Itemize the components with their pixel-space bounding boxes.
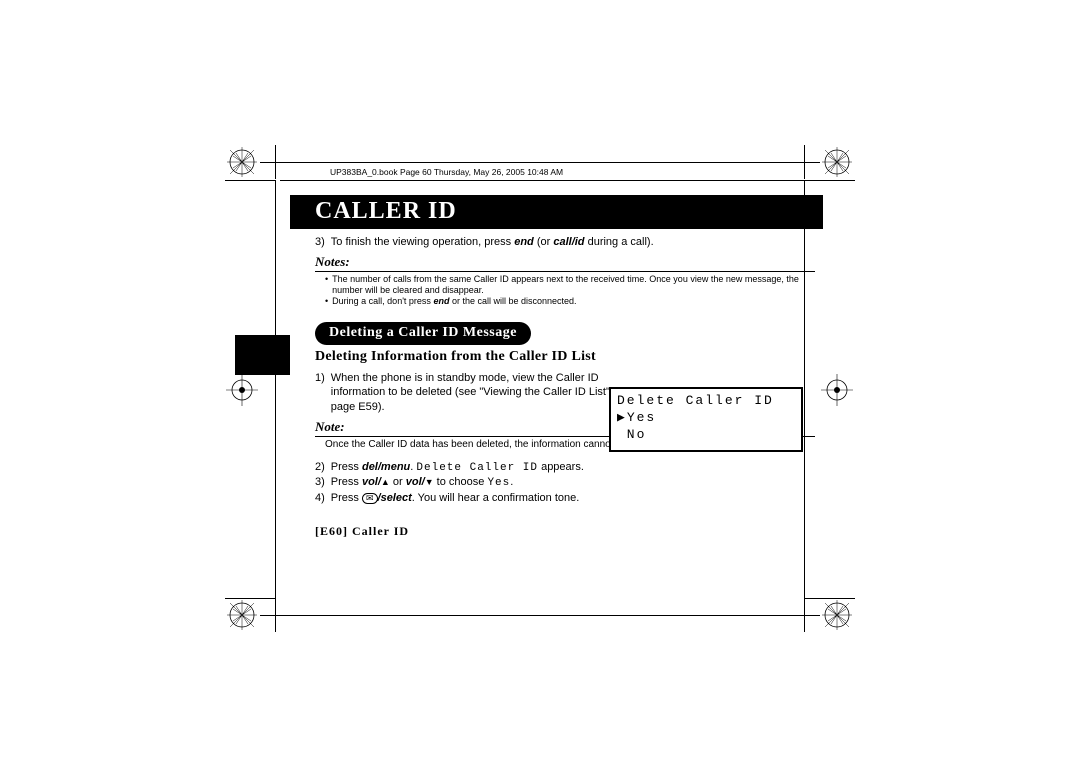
step-text: Press ✉/select. You will hear a confirma… <box>331 491 580 506</box>
crop-line <box>804 145 805 179</box>
note-text: The number of calls from the same Caller… <box>332 274 810 297</box>
step-number: 3) <box>315 475 325 491</box>
header-meta: UP383BA_0.book Page 60 Thursday, May 26,… <box>330 167 563 177</box>
registration-mark-icon <box>817 142 857 182</box>
lcd-line: Delete Caller ID <box>617 393 795 410</box>
page-content: CALLER ID 3) To finish the viewing opera… <box>290 195 815 539</box>
step-3-viewing: 3) To finish the viewing operation, pres… <box>290 235 815 250</box>
crop-line <box>804 598 805 632</box>
crop-line <box>260 162 820 163</box>
page-footer: [E60] Caller ID <box>315 524 815 539</box>
page-title: CALLER ID <box>290 195 823 229</box>
step-text: To finish the viewing operation, press e… <box>331 235 654 250</box>
step-number: 3) <box>315 235 325 250</box>
note-text: During a call, don't press end or the ca… <box>332 296 576 307</box>
step-text: When the phone is in standby mode, view … <box>331 371 635 416</box>
step-text: Press del/menu. Delete Caller ID appears… <box>331 460 584 476</box>
step-number: 2) <box>315 460 325 476</box>
notes-heading: Notes: <box>315 254 815 272</box>
sub-heading: Deleting Information from the Caller ID … <box>315 349 815 365</box>
lcd-display: Delete Caller ID ▶Yes No <box>609 387 803 452</box>
registration-mark-icon <box>222 142 262 182</box>
lcd-line: ▶Yes <box>617 410 795 427</box>
crop-line <box>275 180 276 600</box>
registration-mark-icon <box>817 595 857 635</box>
crop-line <box>275 598 276 632</box>
registration-mark-icon <box>222 370 262 410</box>
rule-line <box>280 180 840 181</box>
registration-mark-icon <box>222 595 262 635</box>
lcd-line: No <box>617 427 795 444</box>
crop-line <box>225 598 275 599</box>
section-heading: Deleting a Caller ID Message <box>315 322 531 345</box>
down-arrow-icon: ▼ <box>425 477 434 487</box>
notes-body: •The number of calls from the same Calle… <box>325 274 810 308</box>
crop-line <box>260 615 820 616</box>
up-arrow-icon: ▲ <box>381 477 390 487</box>
step-text: Press vol/▲ or vol/▼ to choose Yes. <box>331 475 514 491</box>
steps-2-4: 2) Press del/menu. Delete Caller ID appe… <box>290 460 815 507</box>
step-number: 4) <box>315 491 325 506</box>
bullet-icon: • <box>325 274 328 297</box>
side-tab <box>235 335 290 375</box>
crop-line <box>225 180 275 181</box>
bullet-icon: • <box>325 296 328 307</box>
crop-line <box>805 598 855 599</box>
step-number: 1) <box>315 371 325 416</box>
crop-line <box>275 145 276 179</box>
step-1: 1) When the phone is in standby mode, vi… <box>290 371 635 416</box>
envelope-icon: ✉ <box>362 493 378 504</box>
registration-mark-icon <box>817 370 857 410</box>
